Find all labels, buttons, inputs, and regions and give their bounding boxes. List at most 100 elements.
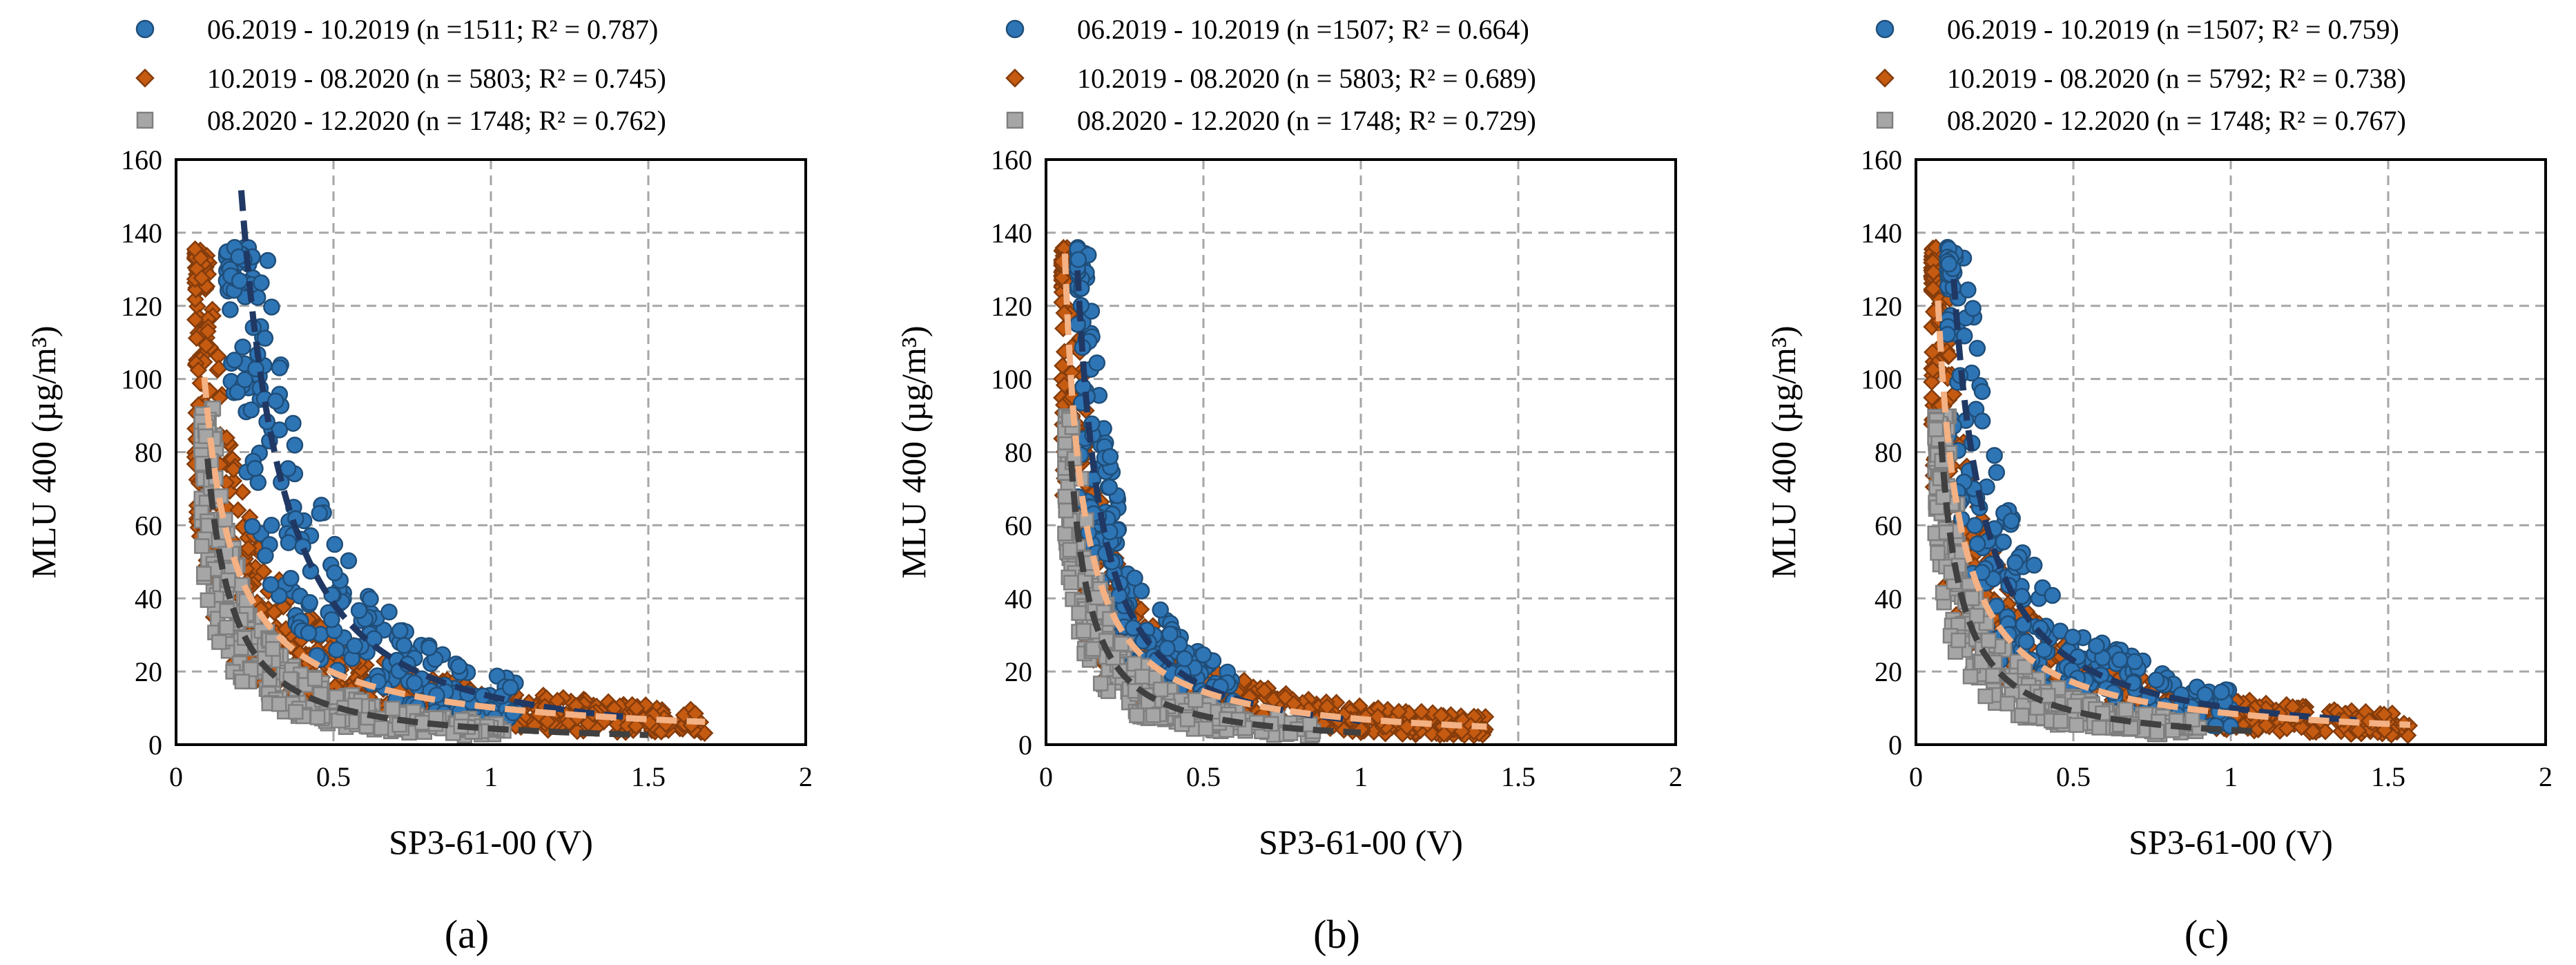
scatter-point: [1432, 706, 1451, 725]
scatter-point: [1985, 667, 2001, 684]
x-axis-title: SP3-61-00 (V): [1259, 823, 1463, 861]
x-tick-label: 0.5: [1186, 761, 1221, 792]
y-axis-title: MLU 400 (µg/m³): [1764, 326, 1803, 579]
scatter-point: [1057, 526, 1073, 542]
scatter-point: [362, 590, 379, 608]
y-tick-label: 0: [1888, 729, 1902, 761]
legend-marker-blue: [1005, 19, 1025, 39]
panel-label: (b): [1313, 912, 1360, 957]
scatter-point: [346, 637, 363, 655]
scatter-point: [2025, 556, 2043, 574]
y-tick-label: 140: [121, 218, 162, 249]
scatter-point: [420, 639, 438, 657]
y-tick-label: 160: [121, 144, 162, 175]
scatter-point: [2053, 713, 2069, 729]
scatter-point: [1057, 488, 1074, 505]
scatter-point: [2088, 637, 2105, 655]
legend: 06.2019 - 10.2019 (n =1507; R² = 0.664) 1…: [1005, 14, 1536, 136]
y-tick-label: 80: [1875, 437, 1902, 468]
scatter-point: [1101, 478, 1118, 496]
scatter-point: [391, 622, 409, 640]
scatter-point: [265, 603, 283, 622]
scatter-point: [1071, 605, 1087, 621]
y-tick-label: 60: [1005, 510, 1032, 541]
scatter-point: [222, 301, 239, 318]
x-axis-title: SP3-61-00 (V): [389, 823, 593, 861]
x-tick-label: 2: [1669, 761, 1683, 792]
scatter-point: [236, 371, 253, 389]
scatter-point: [200, 592, 216, 609]
scatter-point: [224, 460, 242, 479]
y-tick-label: 140: [1861, 218, 1902, 249]
legend-label: 06.2019 - 10.2019 (n =1507; R² = 0.759): [1947, 14, 2399, 45]
y-tick-label: 160: [991, 144, 1032, 175]
legend-label: 10.2019 - 08.2020 (n = 5792; R² = 0.738): [1947, 63, 2406, 94]
scatter-point: [288, 704, 304, 720]
scatter-point: [2044, 586, 2061, 604]
scatter-point: [1962, 669, 1979, 685]
scatter-point: [502, 679, 519, 696]
scatter-point: [1959, 281, 1977, 298]
trend-line-orange: [201, 376, 706, 725]
y-axis-title: MLU 400 (µg/m³): [24, 326, 63, 579]
scatter-point: [242, 661, 259, 678]
scatter-point: [1145, 707, 1161, 723]
scatter-point: [1968, 340, 1986, 357]
legend-label: 08.2020 - 12.2020 (n = 1748; R² = 0.767): [1947, 105, 2406, 136]
scatter-point: [326, 564, 343, 582]
scatter-point: [2091, 720, 2107, 736]
y-tick-label: 120: [991, 291, 1032, 322]
trend-line-gray: [204, 458, 649, 738]
y-tick-label: 100: [121, 364, 162, 395]
legend-marker-orange: [135, 68, 155, 88]
scatter-point: [1950, 632, 1966, 649]
scatter-point: [1968, 535, 1986, 553]
scatter-point: [263, 517, 280, 534]
scatter-point: [350, 602, 368, 620]
scatter-point: [219, 619, 235, 636]
scatter-point: [1964, 590, 1980, 606]
y-tick-label: 100: [991, 364, 1032, 395]
scatter-point: [194, 538, 210, 554]
legend-marker-blue: [135, 19, 155, 39]
scatter-point: [1973, 412, 1991, 430]
chart-panel-c: 0 20 40 60 80 100 120 140 160 0 0.5 1 1.5 2 SP3-61-00 …: [1764, 14, 2553, 957]
legend: 06.2019 - 10.2019 (n =1511; R² = 0.787) 1…: [135, 14, 666, 136]
y-tick-label: 160: [1861, 144, 1902, 175]
legend-label: 06.2019 - 10.2019 (n =1507; R² = 0.664): [1077, 14, 1529, 45]
scatter-point: [196, 566, 212, 582]
scatter-point: [264, 641, 281, 657]
scatter-point: [271, 421, 289, 439]
scatter-point: [254, 562, 273, 580]
scatter-point: [450, 658, 467, 675]
legend-label: 08.2020 - 12.2020 (n = 1748; R² = 0.729): [1077, 105, 1536, 136]
scatter-point: [1194, 646, 1212, 664]
scatter-point: [1152, 601, 1169, 619]
x-tick-label: 1.5: [1501, 761, 1536, 792]
scatter-point: [280, 534, 298, 551]
scatter-point: [1088, 354, 1106, 372]
scatter-point: [233, 483, 251, 501]
scatter-point: [1964, 300, 1982, 317]
scatter-point: [267, 392, 284, 410]
x-tick-label: 0.5: [316, 761, 351, 792]
scatter-point: [2014, 707, 2030, 724]
scatter-point: [284, 414, 302, 432]
scatter-point: [229, 501, 247, 519]
y-tick-label: 0: [148, 729, 162, 761]
legend-marker-orange: [1875, 68, 1895, 88]
legend-marker-gray: [136, 111, 154, 129]
scatter-point: [197, 336, 215, 354]
legend-marker-gray: [1876, 111, 1894, 129]
x-tick-label: 1: [484, 761, 498, 792]
scatter-point: [1995, 533, 2012, 551]
scatter-point: [323, 611, 340, 629]
scatter-point: [1134, 669, 1150, 685]
scatter-point: [249, 474, 267, 491]
y-tick-label: 40: [1875, 583, 1902, 614]
legend-label: 10.2019 - 08.2020 (n = 5803; R² = 0.689): [1077, 63, 1536, 94]
y-tick-label: 80: [1005, 437, 1032, 468]
scatter-point: [300, 624, 318, 642]
y-tick-label: 40: [1005, 583, 1032, 614]
legend-marker-gray: [1006, 111, 1024, 129]
